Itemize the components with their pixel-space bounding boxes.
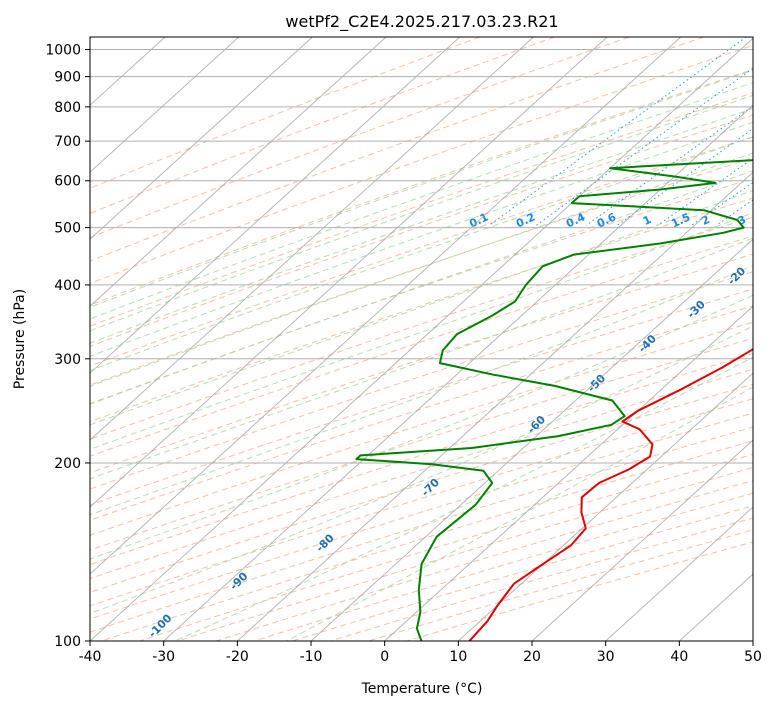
moist-adiabat-line: [90, 237, 753, 480]
isotherm-line: [90, 37, 682, 575]
temperature-profile: [468, 348, 753, 641]
dry-adiabat-line: [90, 337, 753, 551]
moist-adiabat-line: [90, 69, 753, 308]
x-tick-label: 20: [523, 649, 541, 665]
isotherm-line: [90, 37, 608, 508]
isotherm-line: [384, 305, 753, 641]
dry-adiabat-line: [90, 412, 753, 620]
y-tick-label: 1000: [45, 43, 81, 59]
mixing-ratio-line: [585, 105, 753, 226]
dry-adiabat-line: [90, 157, 753, 386]
sounding-profiles: [355, 158, 753, 641]
y-axis-label: Pressure (hPa): [12, 289, 28, 389]
dry-adiabat-line: [90, 321, 753, 536]
x-tick-label: 0: [380, 649, 389, 665]
plot-frame: [89, 36, 754, 642]
dry-adiabat-line: [90, 68, 753, 306]
isotherm-line: [90, 37, 387, 307]
y-tick-label: 900: [54, 70, 81, 86]
x-tick-label: -20: [226, 649, 249, 665]
dry-adiabat-line: [101, 440, 753, 641]
isotherm-line: [90, 37, 240, 173]
chart-title: wetPf2_C2E4.2025.217.03.23.R21: [285, 12, 558, 32]
y-axis-ticks: 100 200 300 400 500 600 700 800 900 1000: [45, 43, 90, 650]
isotherm-line: [90, 37, 534, 441]
x-tick-label: -30: [152, 649, 175, 665]
dewpoint-profile: [355, 158, 753, 641]
isotherm-line: [310, 238, 753, 641]
dry-adiabat-label: -10: [767, 229, 775, 252]
mixing-ratio-line: [488, 37, 747, 226]
dry-adiabat-line: [177, 466, 753, 641]
isotherm-line: [531, 439, 753, 641]
x-tick-label: 30: [597, 649, 615, 665]
moist-adiabat-line: [90, 82, 753, 320]
dry-adiabat-line: [215, 479, 753, 641]
x-tick-label: 10: [449, 649, 467, 665]
x-tick-label: 50: [744, 649, 762, 665]
moist-adiabat-line: [90, 325, 753, 615]
moist-adiabat-line: [90, 108, 753, 344]
isotherm-line: [90, 37, 461, 374]
dry-adiabat-line: [90, 37, 704, 262]
isotherm-line: [90, 37, 313, 240]
moist-adiabat-line: [90, 136, 753, 372]
y-tick-label: 500: [54, 221, 81, 237]
isotherm-line: [457, 372, 753, 641]
dry-adiabat-line: [90, 426, 753, 633]
x-tick-label: -10: [300, 649, 323, 665]
x-axis-ticks: -40 -30 -20 -10 0 10 20 30 40 50: [79, 641, 762, 665]
background-lines: [90, 37, 753, 641]
y-tick-label: 300: [54, 352, 81, 368]
isotherm-line: [90, 37, 753, 641]
dry-adiabat-line: [90, 37, 555, 214]
x-tick-label: -40: [79, 649, 102, 665]
dry-adiabat-line: [90, 44, 753, 284]
y-tick-label: 200: [54, 456, 81, 472]
isotherm-line: [163, 104, 753, 641]
mixing-ratio-line: [752, 224, 753, 226]
y-tick-label: 600: [54, 174, 81, 190]
dry-adiabat-line: [139, 453, 753, 641]
grid-lines: [90, 37, 753, 641]
moist-adiabat-line: [90, 121, 753, 357]
isotherm-line: [605, 506, 753, 641]
moist-adiabat-line: [90, 152, 753, 387]
x-axis-label: Temperature (°C): [361, 681, 483, 697]
dry-adiabat-line: [368, 529, 753, 641]
moist-adiabat-line: [90, 94, 753, 332]
isotherm-line: [752, 640, 753, 641]
y-tick-label: 800: [54, 100, 81, 116]
y-tick-label: 700: [54, 134, 81, 150]
mixing-ratio-label: 4: [762, 213, 775, 228]
isotherm-line: [236, 171, 753, 641]
x-tick-label: 40: [670, 649, 688, 665]
dry-adiabat-line: [90, 114, 753, 347]
dry-adiabat-line: [90, 37, 480, 189]
y-tick-label: 400: [54, 278, 81, 294]
y-tick-label: 100: [54, 634, 81, 650]
